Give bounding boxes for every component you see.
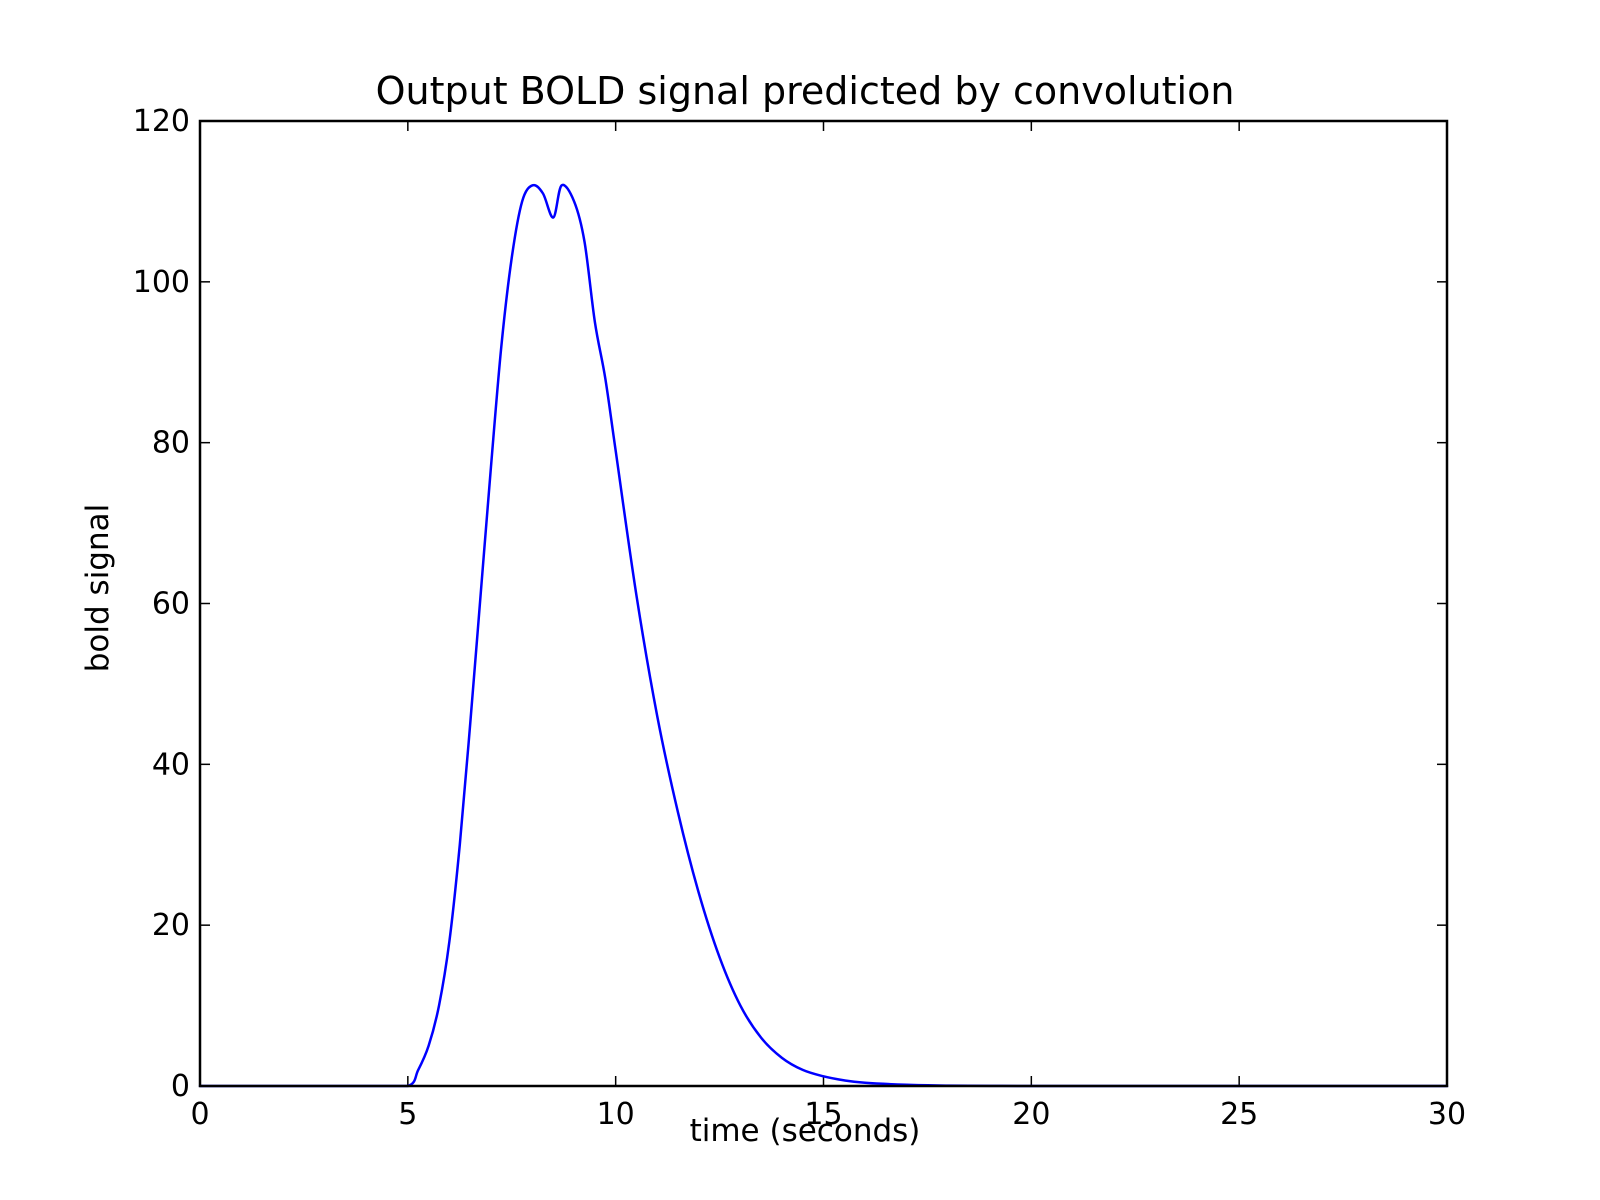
y-tick-label: 0 — [171, 1069, 190, 1104]
y-tick-label: 120 — [133, 104, 190, 139]
y-tick-label: 60 — [152, 587, 190, 622]
y-tick-label: 40 — [152, 747, 190, 782]
x-tick-label: 5 — [398, 1097, 417, 1132]
x-tick-label: 15 — [804, 1097, 842, 1132]
series-line-0 — [198, 183, 1449, 1088]
y-tick-label: 100 — [133, 265, 190, 300]
chart-title: Output BOLD signal predicted by convolut… — [376, 69, 1235, 113]
series-layer — [198, 183, 1449, 1088]
x-tick-label: 25 — [1220, 1097, 1258, 1132]
x-tick-label: 10 — [597, 1097, 635, 1132]
x-tick-label: 0 — [190, 1097, 209, 1132]
y-tick-label: 20 — [152, 908, 190, 943]
x-axis-label: time (seconds) — [690, 1113, 921, 1149]
x-tick-label: 20 — [1012, 1097, 1050, 1132]
x-tick-label: 30 — [1428, 1097, 1466, 1132]
y-axis-ticks: 0 20 40 60 80 100 120 — [133, 104, 1447, 1104]
y-axis-label: bold signal — [80, 504, 116, 673]
x-axis-ticks: 0 5 10 15 20 25 30 — [190, 121, 1466, 1132]
y-tick-label: 80 — [152, 426, 190, 461]
plot-frame — [198, 119, 1449, 1088]
